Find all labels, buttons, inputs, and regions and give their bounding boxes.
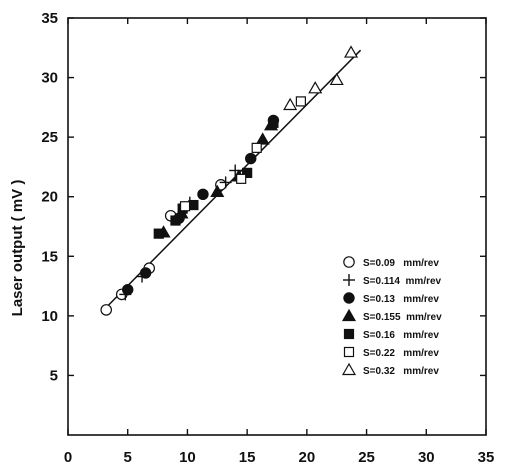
x-tick-label: 5 [124, 449, 132, 466]
x-tick-label: 0 [64, 449, 72, 466]
legend-label: S=0.32 mm/rev [363, 366, 439, 377]
y-tick-label: 5 [50, 367, 58, 384]
y-tick-label: 10 [41, 308, 58, 325]
data-point-series-4 [268, 117, 279, 128]
data-point-series-6 [344, 45, 359, 58]
x-tick-label: 25 [358, 449, 375, 466]
data-point-series-1 [219, 176, 232, 189]
x-tick-label: 15 [239, 449, 256, 466]
legend-marker-2 [343, 292, 355, 304]
y-axis-title: Laser output ( mV ) [9, 180, 26, 317]
x-tick-label: 30 [418, 449, 435, 466]
data-point-series-3 [255, 132, 270, 145]
data-point-series-5 [236, 173, 247, 184]
data-point-series-6 [329, 72, 344, 86]
data-point-series-5 [251, 142, 262, 153]
y-tick-label: 20 [41, 189, 58, 206]
data-point-series-4 [242, 167, 253, 178]
y-tick-label: 35 [41, 10, 58, 27]
legend-label: S=0.22 mm/rev [363, 348, 439, 359]
legend-label: S=0.114 mm/rev [363, 276, 442, 287]
legend-marker-0 [343, 256, 355, 268]
data-point-series-2 [122, 283, 134, 296]
y-tick-label: 25 [41, 129, 58, 146]
legend-marker-1 [343, 274, 355, 286]
data-point-series-2 [197, 188, 209, 201]
data-point-series-0 [100, 304, 113, 316]
x-tick-label: 35 [478, 449, 495, 466]
legend-marker-4 [343, 328, 355, 340]
data-point-series-3 [210, 184, 225, 198]
data-point-series-4 [153, 228, 164, 239]
data-point-series-6 [283, 97, 298, 111]
legend-label: S=0.13 mm/rev [363, 294, 439, 305]
legend-marker-5 [343, 346, 355, 358]
legend: S=0.09 mm/rev S=0.114 mm/rev S=0.13 mm/rev… [341, 256, 442, 377]
legend-marker-6 [341, 362, 357, 376]
legend-label: S=0.09 mm/rev [363, 258, 439, 269]
data-point-series-4 [188, 199, 199, 211]
data-point-series-4 [170, 215, 181, 226]
y-tick-label: 15 [41, 248, 58, 265]
y-tick-label: 30 [41, 70, 58, 87]
data-point-series-2 [139, 267, 152, 279]
data-point-series-5 [295, 96, 306, 107]
x-tick-label: 10 [179, 449, 196, 466]
plot-frame [67, 17, 487, 436]
x-tick-label: 20 [299, 449, 316, 466]
legend-label: S=0.16 mm/rev [363, 330, 439, 341]
data-point-series-6 [308, 81, 323, 94]
legend-label: S=0.155 mm/rev [363, 312, 442, 323]
legend-marker-3 [341, 308, 357, 322]
data-point-series-5 [179, 201, 191, 212]
data-point-series-2 [245, 152, 257, 165]
